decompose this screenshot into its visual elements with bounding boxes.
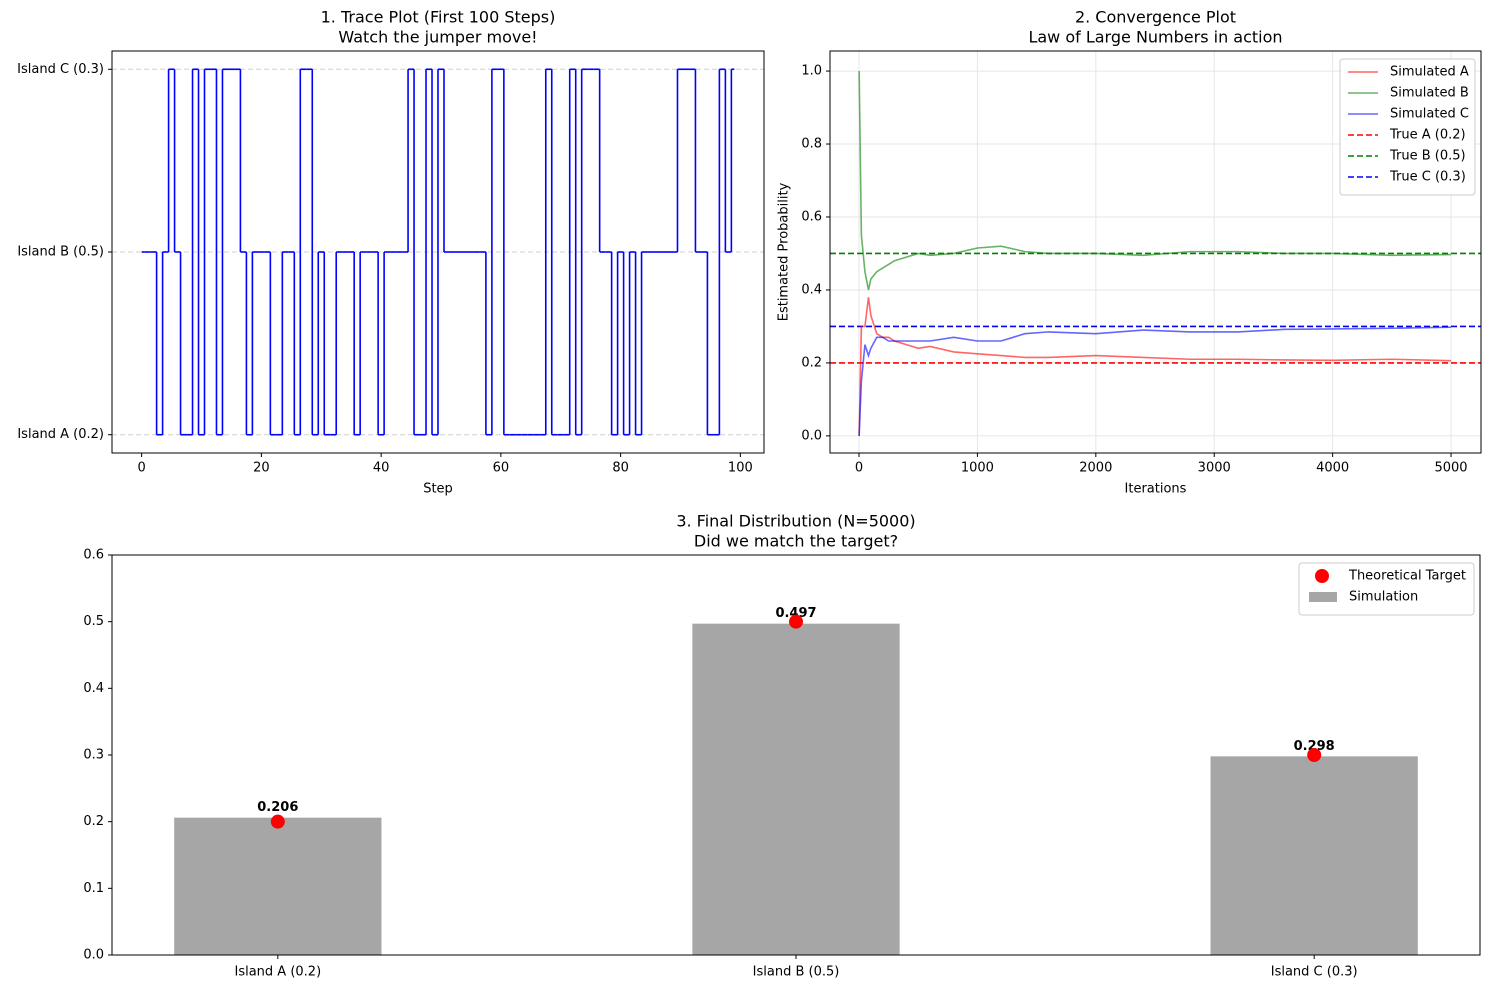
y-tick-label: Island A (0.2) <box>17 427 104 442</box>
y-tick-label: 0.6 <box>83 548 104 563</box>
y-tick-label: 0.2 <box>801 355 822 370</box>
value-label: 0.497 <box>775 606 816 621</box>
x-tick-label: 0 <box>855 461 863 476</box>
chart-subtitle: Did we match the target? <box>694 532 898 551</box>
legend-label: Theoretical Target <box>1348 569 1466 584</box>
axes-frame <box>829 50 1482 454</box>
chart-subtitle: Watch the jumper move! <box>338 28 537 47</box>
data-line <box>858 297 1452 436</box>
x-tick-label: Island C (0.3) <box>1271 965 1358 980</box>
data-line <box>858 71 1452 291</box>
legend-label: Simulated B <box>1390 86 1469 101</box>
chart-title: 1. Trace Plot (First 100 Steps) <box>321 8 556 27</box>
x-tick-label: 2000 <box>1079 461 1112 476</box>
y-tick-label: 0.8 <box>801 137 822 152</box>
y-tick-label: 0.4 <box>801 282 822 297</box>
value-label: 0.206 <box>257 800 298 815</box>
target-point <box>789 614 803 629</box>
x-tick-label: 80 <box>612 461 629 476</box>
y-axis-label: Estimated Probability <box>777 182 792 321</box>
axes-frame <box>111 554 1481 956</box>
legend-label: True A (0.2) <box>1389 128 1466 143</box>
x-tick-label: 3000 <box>1198 461 1231 476</box>
x-axis-label: Step <box>423 482 453 497</box>
x-tick-label: 5000 <box>1434 461 1467 476</box>
y-tick-label: 0.0 <box>83 948 104 963</box>
x-tick-label: 100 <box>728 461 753 476</box>
x-tick-label: Island A (0.2) <box>234 965 321 980</box>
bar <box>692 623 900 955</box>
legend-swatch <box>1315 569 1329 583</box>
chart-title: 3. Final Distribution (N=5000) <box>676 512 915 531</box>
x-tick-label: 4000 <box>1316 461 1349 476</box>
x-tick-label: 40 <box>373 461 390 476</box>
y-tick-label: 0.1 <box>83 881 104 896</box>
legend-box <box>1298 562 1475 616</box>
y-tick-label: Island C (0.3) <box>17 62 104 77</box>
x-tick-label: Island B (0.5) <box>753 965 840 980</box>
axes-frame <box>111 50 765 454</box>
data-line <box>858 326 1452 436</box>
legend-label: True C (0.3) <box>1389 170 1466 185</box>
x-axis-label: Iterations <box>1125 482 1187 497</box>
legend-swatch <box>1309 592 1337 602</box>
y-tick-label: 0.2 <box>83 814 104 829</box>
x-tick-label: 1000 <box>961 461 994 476</box>
target-point <box>1307 748 1322 762</box>
target-point <box>270 814 285 829</box>
legend-label: Simulated A <box>1390 65 1469 80</box>
y-tick-label: Island B (0.5) <box>17 245 104 260</box>
bar <box>174 817 382 955</box>
chart-title: 2. Convergence Plot <box>1075 8 1236 27</box>
x-tick-label: 0 <box>137 461 145 476</box>
y-tick-label: 0.3 <box>83 748 104 763</box>
y-tick-label: 1.0 <box>801 64 822 79</box>
y-tick-label: 0.0 <box>801 428 822 443</box>
legend-label: True B (0.5) <box>1389 149 1466 164</box>
legend-label: Simulation <box>1349 590 1418 605</box>
legend-label: Simulated C <box>1390 107 1469 122</box>
y-tick-label: 0.6 <box>801 209 822 224</box>
y-tick-label: 0.5 <box>83 614 104 629</box>
bar <box>1210 756 1418 955</box>
x-tick-label: 60 <box>493 461 510 476</box>
chart-subtitle: Law of Large Numbers in action <box>1028 28 1282 47</box>
value-label: 0.298 <box>1294 739 1335 754</box>
y-tick-label: 0.4 <box>83 681 104 696</box>
x-tick-label: 20 <box>253 461 270 476</box>
